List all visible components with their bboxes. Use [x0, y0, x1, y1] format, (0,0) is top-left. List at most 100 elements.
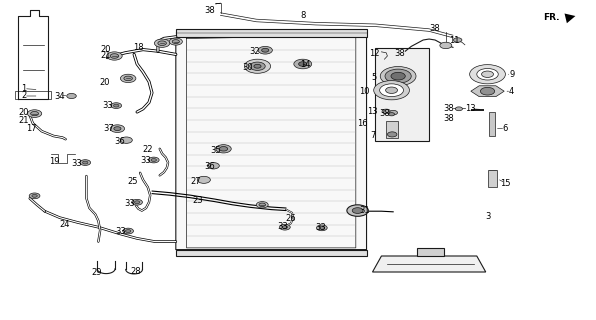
Circle shape: [262, 48, 269, 52]
Text: 20: 20: [101, 45, 111, 54]
Text: 38: 38: [443, 104, 454, 113]
Bar: [375, 48, 429, 141]
Circle shape: [319, 227, 325, 229]
Circle shape: [148, 157, 159, 163]
Text: 31: 31: [359, 206, 370, 215]
Circle shape: [27, 110, 42, 117]
Circle shape: [32, 194, 38, 197]
Text: 33: 33: [125, 199, 135, 208]
Bar: [176, 29, 367, 37]
Circle shape: [29, 193, 40, 199]
Text: 38: 38: [443, 114, 454, 123]
Polygon shape: [471, 86, 504, 97]
Text: 6: 6: [502, 124, 508, 133]
Text: 25: 25: [127, 177, 138, 186]
Circle shape: [389, 113, 395, 116]
Text: 33: 33: [141, 156, 151, 165]
Text: 20: 20: [100, 78, 110, 87]
Polygon shape: [176, 34, 367, 250]
Text: 38: 38: [379, 109, 390, 118]
Circle shape: [387, 132, 397, 137]
Circle shape: [135, 201, 139, 204]
Text: 11: 11: [449, 36, 460, 45]
Text: 3: 3: [485, 212, 491, 221]
Text: 27: 27: [190, 177, 201, 186]
Circle shape: [113, 104, 119, 107]
Circle shape: [259, 203, 266, 207]
Circle shape: [154, 39, 170, 47]
Text: 1: 1: [21, 84, 26, 93]
Circle shape: [67, 93, 76, 99]
Circle shape: [256, 202, 268, 208]
Circle shape: [107, 52, 122, 60]
Text: 33: 33: [315, 223, 326, 232]
Text: 29: 29: [91, 268, 102, 277]
Bar: [488, 170, 497, 187]
Text: 38: 38: [430, 24, 440, 33]
Circle shape: [380, 84, 403, 97]
Circle shape: [158, 41, 166, 45]
Circle shape: [120, 137, 132, 143]
Bar: [489, 112, 495, 136]
Text: 23: 23: [193, 196, 203, 205]
Circle shape: [207, 163, 219, 169]
Bar: [15, 91, 51, 99]
Text: 35: 35: [210, 146, 221, 155]
Text: 37: 37: [103, 124, 114, 133]
Circle shape: [244, 59, 271, 73]
Circle shape: [299, 62, 307, 66]
Circle shape: [316, 225, 327, 231]
Circle shape: [110, 125, 125, 132]
Circle shape: [30, 111, 39, 116]
Circle shape: [347, 205, 368, 216]
Text: 20: 20: [18, 108, 29, 117]
Text: 17: 17: [26, 124, 36, 133]
Text: 21: 21: [101, 52, 111, 60]
Text: 10: 10: [359, 87, 370, 96]
Text: 33: 33: [102, 101, 113, 110]
Text: FR.: FR.: [544, 13, 560, 22]
Circle shape: [250, 62, 265, 70]
Text: 7: 7: [370, 131, 375, 140]
Circle shape: [480, 87, 495, 95]
Circle shape: [197, 176, 210, 183]
Text: 28: 28: [131, 268, 141, 276]
Text: 33: 33: [278, 222, 288, 231]
Text: 24: 24: [59, 220, 70, 229]
Text: 14: 14: [300, 60, 311, 69]
Text: 15: 15: [500, 179, 511, 188]
Circle shape: [172, 40, 179, 44]
Text: 38: 38: [394, 49, 405, 58]
Circle shape: [391, 72, 405, 80]
Circle shape: [132, 199, 142, 205]
Circle shape: [280, 224, 290, 230]
Circle shape: [219, 147, 228, 151]
Text: 38: 38: [204, 6, 215, 15]
Circle shape: [294, 59, 312, 69]
Circle shape: [123, 228, 134, 234]
Bar: [386, 121, 398, 138]
Text: 9: 9: [510, 70, 515, 79]
Polygon shape: [372, 256, 486, 272]
Text: 5: 5: [372, 73, 377, 82]
Circle shape: [111, 103, 122, 108]
Circle shape: [374, 81, 409, 100]
Circle shape: [254, 64, 261, 68]
Circle shape: [169, 38, 182, 45]
Text: 8: 8: [300, 11, 306, 20]
Circle shape: [125, 230, 131, 232]
Circle shape: [114, 127, 121, 131]
Circle shape: [482, 71, 493, 77]
Text: 13: 13: [465, 104, 476, 113]
Text: 12: 12: [369, 49, 380, 58]
Text: 33: 33: [115, 228, 126, 236]
Text: 36: 36: [204, 162, 215, 171]
Text: 16: 16: [357, 119, 368, 128]
Circle shape: [80, 160, 91, 165]
Text: 26: 26: [285, 214, 296, 223]
Text: 18: 18: [133, 44, 144, 52]
Bar: [176, 250, 367, 256]
Circle shape: [477, 68, 498, 80]
Circle shape: [382, 109, 390, 114]
Text: 22: 22: [142, 145, 153, 154]
